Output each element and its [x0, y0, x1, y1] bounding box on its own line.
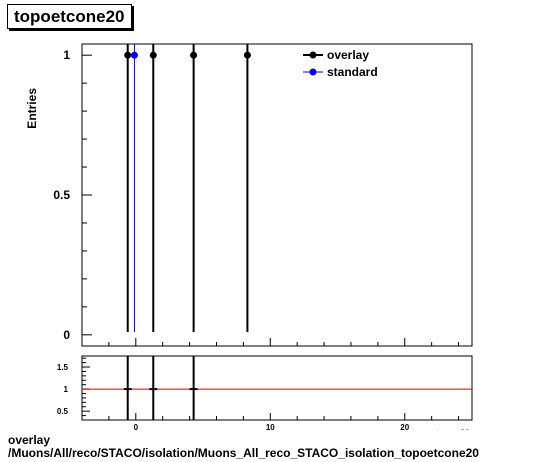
ratio-data-points	[123, 356, 198, 420]
ratio-y-tick-label: 1	[64, 385, 69, 394]
main-y-tick-label: 1	[63, 48, 70, 62]
main-y-axis: 00.51	[53, 48, 92, 342]
main-data-point	[190, 51, 198, 59]
main-data-point	[124, 51, 132, 59]
ratio-y-tick-label: 1.5	[57, 363, 69, 372]
main-plot-frame	[81, 43, 473, 347]
ratio-x-tick-label: 10	[266, 423, 275, 430]
legend: overlay standard	[303, 48, 378, 79]
ratio-x-tick-label: 0	[134, 423, 139, 430]
ratio-y-tick-label: 0.5	[57, 407, 69, 416]
ratio-y-axis: 0.5 1 1.5	[57, 357, 90, 416]
main-data-point	[130, 51, 138, 59]
ratio-x-axis: 0 10 20	[108, 413, 460, 430]
histogram-plot: 00.51 Entries overlay standard 0.511.5 0…	[25, 43, 473, 430]
histogram-title: topoetcone20	[7, 4, 132, 29]
ratio-plot-frame	[81, 355, 473, 421]
x-axis-label: topoetcone20	[411, 428, 470, 430]
main-data-points	[124, 44, 251, 332]
main-data-point	[149, 51, 157, 59]
main-y-tick-label: 0	[63, 328, 70, 342]
y-axis-label: Entries	[25, 88, 39, 129]
ratio-x-tick-label: 20	[400, 423, 409, 430]
legend-standard-marker	[309, 68, 317, 76]
legend-overlay-marker	[309, 51, 317, 59]
legend-standard-label: standard	[327, 65, 378, 79]
main-data-point	[243, 51, 251, 59]
legend-overlay-label: overlay	[327, 48, 369, 62]
footer-histogram-path: /Muons/All/reco/STACO/isolation/Muons_Al…	[8, 446, 479, 460]
footer-overlay-label: overlay	[8, 433, 51, 447]
main-y-tick-label: 0.5	[53, 188, 70, 202]
main-x-axis	[108, 338, 460, 346]
